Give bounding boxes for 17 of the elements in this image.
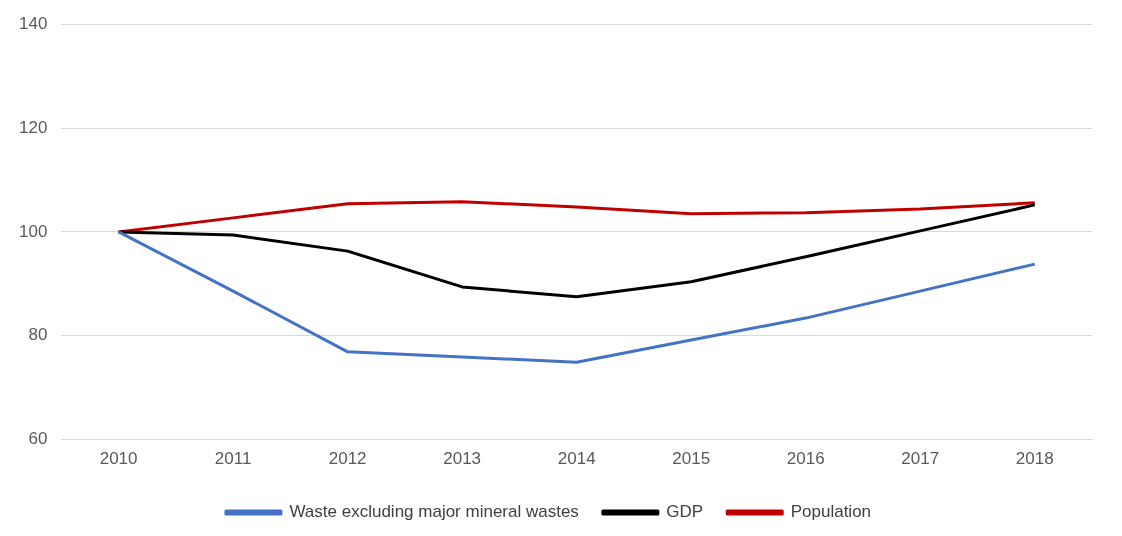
x-tick-label: 2017 bbox=[901, 449, 940, 469]
x-tick-label: 2013 bbox=[443, 449, 482, 469]
legend-label: Waste excluding major mineral wastes bbox=[289, 502, 579, 522]
x-tick-label: 2011 bbox=[214, 449, 252, 469]
x-tick-label: 2014 bbox=[557, 449, 596, 469]
y-tick-label: 80 bbox=[28, 325, 48, 345]
y-tick-label: 140 bbox=[18, 13, 48, 33]
y-tick-label: 60 bbox=[28, 429, 48, 449]
legend-label: GDP bbox=[666, 502, 704, 522]
y-tick-label: 100 bbox=[18, 221, 48, 241]
x-tick-label: 2018 bbox=[1015, 449, 1054, 469]
y-tick-label: 120 bbox=[18, 117, 48, 137]
x-tick-label: 2012 bbox=[328, 449, 367, 469]
x-tick-label: 2010 bbox=[99, 449, 138, 469]
legend-label: Population bbox=[790, 502, 872, 522]
x-tick-label: 2015 bbox=[672, 449, 711, 469]
x-tick-label: 2016 bbox=[786, 449, 825, 469]
